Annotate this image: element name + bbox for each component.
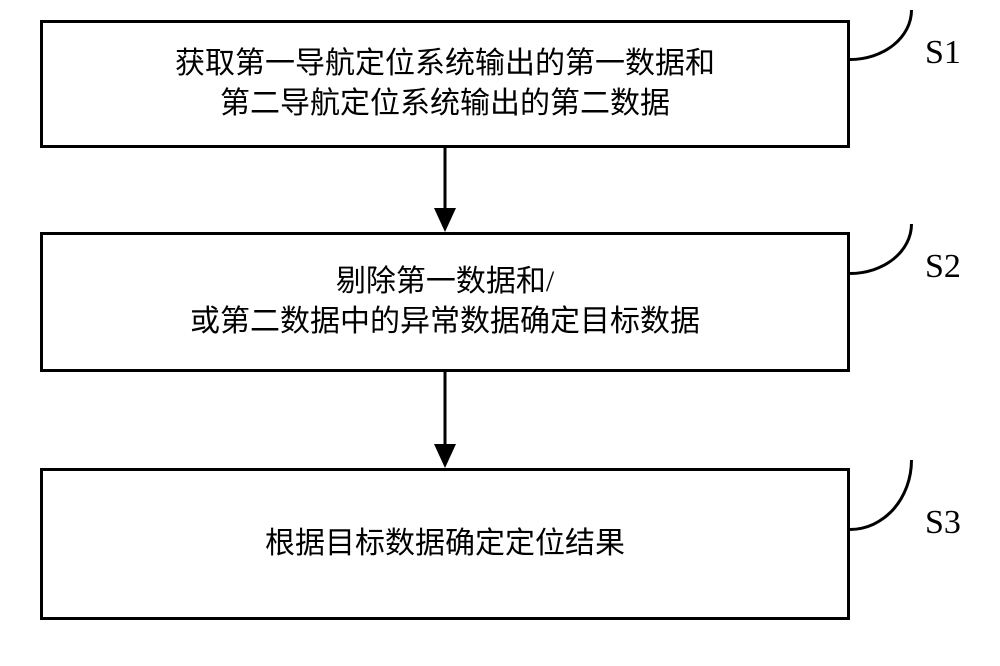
- step-label-s2: S2: [925, 248, 961, 286]
- step-box-s2: 剔除第一数据和/ 或第二数据中的异常数据确定目标数据: [40, 232, 850, 372]
- label-connector-s1: [850, 10, 913, 61]
- step-box-s3: 根据目标数据确定定位结果: [40, 468, 850, 620]
- step-text-s3: 根据目标数据确定定位结果: [265, 524, 625, 565]
- arrow-s1-s2: [445, 148, 446, 232]
- arrow-s2-s3: [445, 372, 446, 468]
- step-label-s1: S1: [925, 34, 961, 72]
- flowchart-canvas: 获取第一导航定位系统输出的第一数据和 第二导航定位系统输出的第二数据 S1 剔除…: [0, 0, 1000, 666]
- step-text-s2: 剔除第一数据和/ 或第二数据中的异常数据确定目标数据: [190, 262, 700, 343]
- step-box-s1: 获取第一导航定位系统输出的第一数据和 第二导航定位系统输出的第二数据: [40, 20, 850, 148]
- step-text-s1: 获取第一导航定位系统输出的第一数据和 第二导航定位系统输出的第二数据: [175, 44, 715, 125]
- label-connector-s2: [850, 224, 913, 275]
- step-label-s3: S3: [925, 504, 961, 542]
- label-connector-s3: [850, 460, 913, 531]
